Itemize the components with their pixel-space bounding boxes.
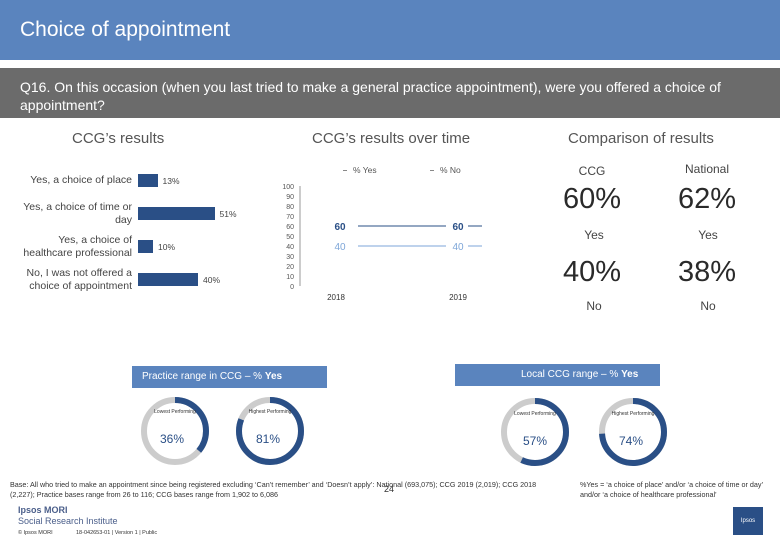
footer-copyright: © Ipsos MORI: [18, 530, 53, 536]
bar-value-time: 51%: [219, 209, 237, 219]
series-point-label: 40: [452, 242, 464, 253]
comparison-yes-ccg: 60%: [562, 183, 622, 215]
local-range-header-bold: Yes: [621, 369, 639, 380]
y-tick-label: 60: [286, 224, 294, 231]
bar-value-not-offered: 40%: [203, 275, 221, 285]
legend-no: % No: [430, 165, 461, 175]
comparison-yes-ccg-label: Yes: [584, 228, 604, 242]
comparison-national-heading: National: [684, 162, 730, 176]
logo-line-2: Social Research Institute: [18, 516, 118, 526]
local-highest-label: Highest Performing: [611, 411, 655, 417]
y-tick-label: 80: [286, 204, 294, 211]
comparison-no-ccg-label: No: [586, 299, 602, 313]
y-tick-label: 100: [282, 184, 294, 191]
footer-version: 18-042653-01 | Version 1 | Public: [76, 530, 158, 536]
y-tick-label: 90: [286, 194, 294, 201]
over-time-line-chart: 0 10 20 30 40 50 60 70 80 90 100 2018 2019 60 60 40 40: [282, 184, 482, 302]
legend-yes-swatch: [343, 170, 347, 172]
practice-highest-label: Highest Performing: [248, 409, 292, 415]
y-tick-label: 20: [286, 264, 294, 271]
comparison-no-national-label: No: [700, 299, 716, 313]
comparison-yes-national: 62%: [677, 183, 737, 215]
y-tick-label: 40: [286, 244, 294, 251]
bar-not-offered: [138, 273, 198, 286]
y-tick-label: 30: [286, 254, 294, 261]
title-bar: Choice of appointment: [0, 0, 780, 60]
comparison-no-national: 38%: [677, 256, 737, 288]
local-highest-arc: [599, 398, 667, 466]
question-text: Q16. On this occasion (when you last tri…: [20, 79, 721, 113]
practice-highest-donut: [236, 397, 304, 465]
y-tick-label: 0: [290, 284, 294, 291]
comparison-yes-national-label: Yes: [698, 228, 718, 242]
local-lowest-value: 57%: [523, 434, 548, 448]
y-tick-label: 70: [286, 214, 294, 221]
bar-place: [138, 174, 158, 187]
bar-value-professional: 10%: [158, 242, 176, 252]
x-tick-label: 2019: [449, 293, 467, 302]
bar-value-place: 13%: [162, 176, 180, 186]
local-highest-donut: [599, 398, 667, 466]
practice-range-header-bold: Yes: [264, 371, 283, 382]
comparison-no-ccg: 40%: [562, 256, 622, 288]
page-title: Choice of appointment: [20, 18, 231, 41]
y-tick-label: 50: [286, 234, 294, 241]
practice-range-header-prefix: Practice range in CCG – %: [142, 371, 265, 382]
legend-no-label: % No: [440, 165, 461, 175]
bar-label-time: Yes, a choice of time or day: [23, 201, 132, 226]
page-number: 24: [384, 484, 395, 494]
practice-lowest-arc: [141, 397, 209, 465]
bar-time: [138, 207, 215, 220]
series-point-label: 40: [334, 242, 346, 253]
local-lowest-label: Lowest Performing: [514, 411, 556, 417]
practice-range-header: Practice range in CCG – % Yes: [132, 366, 327, 388]
practice-lowest-label: Lowest Performing: [154, 409, 196, 415]
local-highest-value: 74%: [619, 434, 644, 448]
comparison-ccg-heading: CCG: [578, 164, 606, 178]
ipsos-brand-logo: Ipsos: [733, 507, 763, 535]
practice-lowest-donut: [141, 397, 209, 465]
practice-highest-value: 81%: [256, 432, 281, 446]
local-range-header: Local CCG range – % Yes: [455, 364, 660, 386]
legend-yes: % Yes: [343, 165, 377, 175]
bar-label-professional: Yes, a choice of healthcare professional: [23, 234, 132, 259]
x-tick-label: 2018: [327, 293, 345, 302]
practice-lowest-value: 36%: [160, 432, 185, 446]
over-time-header: CCG’s results over time: [312, 130, 471, 147]
series-point-label: 60: [452, 222, 464, 233]
local-range-header-prefix: Local CCG range – %: [521, 369, 622, 380]
yes-definition-note: %Yes = ‘a choice of place’ and/or ‘a cho…: [580, 480, 763, 499]
ccg-results-header: CCG’s results: [72, 130, 165, 147]
ipsos-mori-logo: Ipsos MORI Social Research Institute: [18, 505, 118, 527]
logo-line-1: Ipsos MORI: [18, 505, 68, 515]
local-lowest-arc: [501, 398, 569, 466]
bar-label-place: Yes, a choice of place: [30, 174, 132, 186]
bar-professional: [138, 240, 153, 253]
bar-label-not-offered: No, I was not offered a choice of appoin…: [26, 267, 132, 292]
legend-no-swatch: [430, 170, 434, 172]
local-lowest-donut: [501, 398, 569, 466]
footer: © Ipsos MORI 18-042653-01 | Version 1 | …: [18, 530, 157, 536]
legend-yes-label: % Yes: [353, 165, 377, 175]
question-bar: Q16. On this occasion (when you last tri…: [0, 68, 780, 118]
series-point-label: 60: [334, 222, 346, 233]
practice-highest-arc: [236, 397, 304, 465]
y-tick-label: 10: [286, 274, 294, 281]
comparison-header: Comparison of results: [568, 130, 714, 147]
base-text: Base: All who tried to make an appointme…: [10, 480, 537, 499]
